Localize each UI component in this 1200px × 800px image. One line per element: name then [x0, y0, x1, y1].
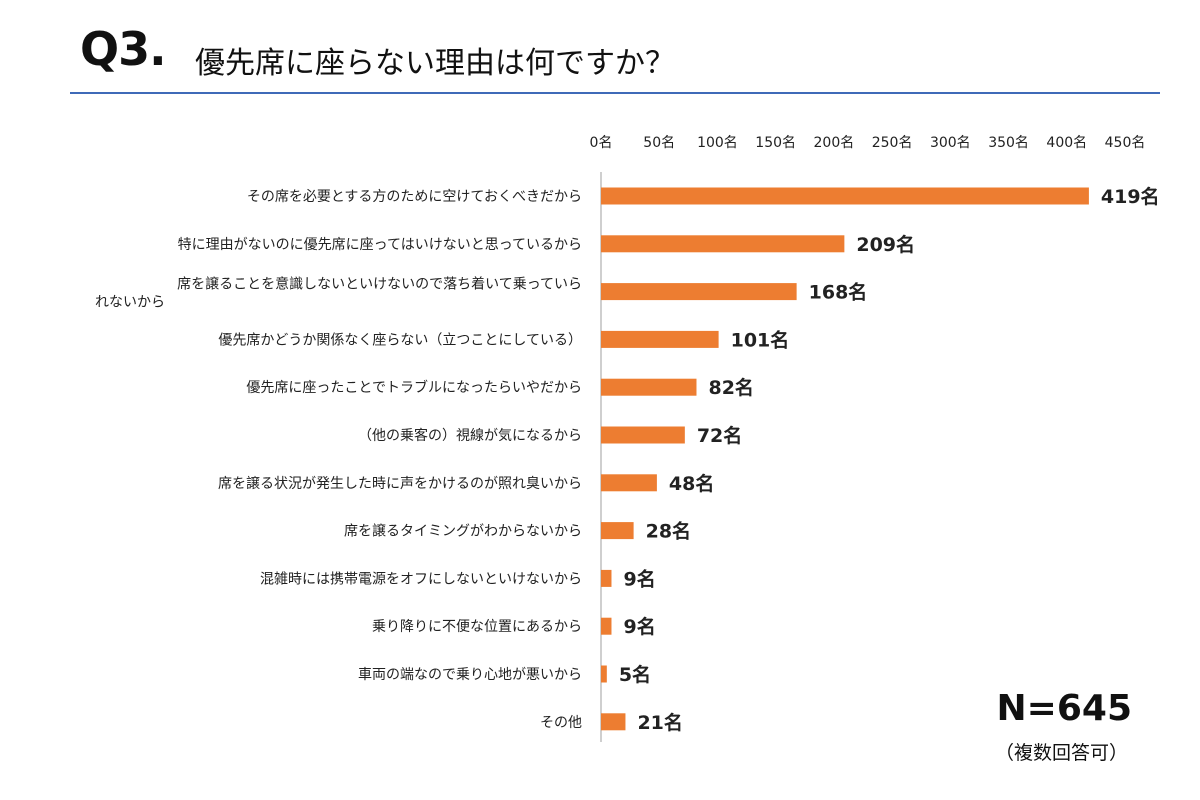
category-label: その他 — [540, 715, 582, 731]
bar — [601, 522, 634, 540]
x-tick-label: 400名 — [1046, 135, 1087, 151]
x-tick-label: 450名 — [1105, 135, 1146, 151]
data-label: 82名 — [708, 376, 753, 399]
bar — [601, 617, 612, 635]
x-tick-label: 300名 — [930, 135, 971, 151]
category-label: その席を必要とする方のために空けておくべきだから — [247, 189, 582, 205]
category-label: （他の乗客の）視線が気になるから — [358, 427, 582, 444]
multiple-answer-note: （複数回答可） — [994, 742, 1128, 764]
bar — [601, 713, 626, 731]
bar — [601, 283, 797, 301]
category-label: 乗り降りに不便な位置にあるから — [372, 619, 582, 635]
data-label: 209名 — [856, 233, 915, 256]
x-tick-label: 100名 — [697, 135, 738, 151]
data-label: 28名 — [646, 520, 691, 543]
bar — [601, 569, 612, 587]
category-label: 席を譲ることを意識しないといけないので落ち着いて乗っていら — [177, 276, 582, 293]
data-label: 9名 — [623, 615, 655, 638]
category-label: 特に理由がないのに優先席に座ってはいけないと思っているから — [178, 237, 582, 253]
title-underline — [70, 92, 1160, 94]
bar — [601, 426, 685, 444]
bar — [601, 330, 719, 348]
bar — [601, 665, 607, 683]
sample-size: N=645 — [996, 688, 1132, 729]
data-label: 72名 — [697, 424, 742, 447]
category-label: 席を譲るタイミングがわからないから — [344, 524, 582, 540]
bar — [601, 474, 657, 492]
bar-chart: 0名 50名 100名 150名 200名 250名 300名 350名 400名 450名 419… — [95, 135, 1160, 742]
x-tick-label: 200名 — [814, 135, 855, 151]
category-label: 席を譲る状況が発生した時に声をかけるのが照れ臭いから — [218, 476, 582, 492]
data-label: 21名 — [637, 711, 682, 734]
data-label: 419名 — [1101, 185, 1160, 208]
x-tick-label: 50名 — [643, 135, 675, 151]
bar — [601, 378, 697, 396]
bar — [601, 235, 845, 253]
x-tick-label: 250名 — [872, 135, 913, 151]
bar — [601, 187, 1089, 205]
data-label: 48名 — [669, 472, 714, 495]
data-label: 168名 — [809, 281, 868, 304]
category-label: れないから — [95, 295, 165, 311]
category-label: 優先席かどうか関係なく座らない（立つことにしている） — [218, 332, 582, 348]
x-tick-label: 150名 — [755, 135, 796, 151]
question-number: Q3. — [80, 22, 167, 76]
data-label: 5名 — [619, 663, 651, 686]
category-label: 車両の端なので乗り心地が悪いから — [358, 666, 582, 683]
x-tick-label: 350名 — [988, 135, 1029, 151]
data-label: 9名 — [623, 567, 655, 590]
category-label: 混雑時には携帯電源をオフにしないといけないから — [260, 571, 582, 587]
x-tick-label: 0名 — [590, 135, 613, 151]
category-label: 優先席に座ったことでトラブルになったらいやだから — [246, 379, 582, 396]
data-label: 101名 — [731, 328, 790, 351]
question-text: 優先席に座らない理由は何ですか？ — [195, 46, 675, 81]
